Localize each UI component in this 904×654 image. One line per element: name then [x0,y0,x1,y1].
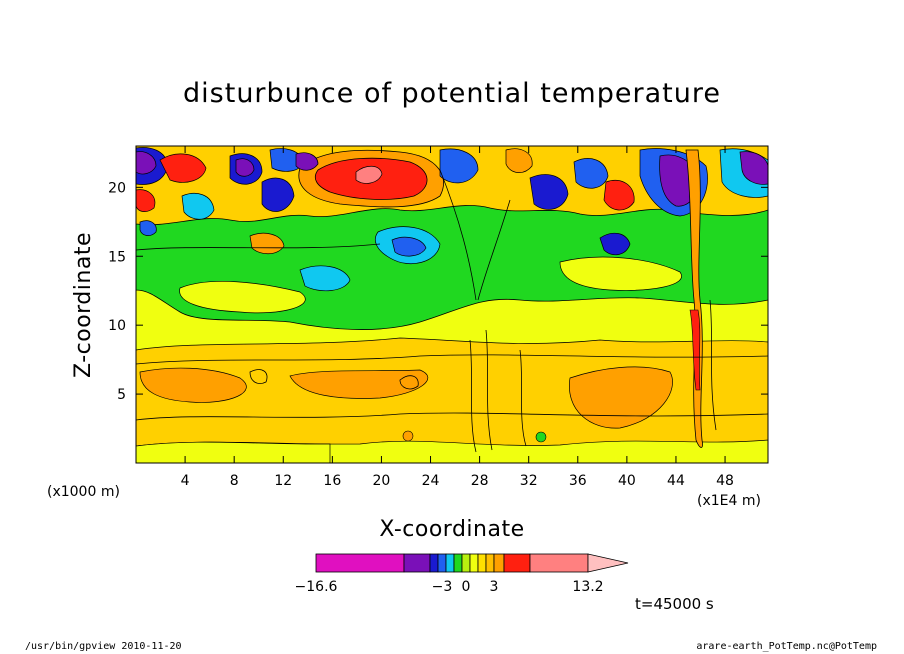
x-tick-label: 4 [181,473,190,489]
colorbar-segment-yellow-orange [477,553,487,573]
footer-right-text: arare-earth_PotTemp.nc@PotTemp [696,641,877,652]
x-tick-label: 32 [520,473,538,489]
time-label: t=45000 s [635,595,714,613]
colorbar: −16.6 −3 0 3 13.2 [295,553,629,595]
x-multiplier-label: (x1E4 m) [697,493,761,509]
x-axis-ticks: 4 8 12 16 20 24 28 32 36 40 44 48 [181,146,734,489]
x-tick-label: 40 [618,473,636,489]
heatmap-region-purple-c [235,158,255,177]
colorbar-segment-purple [403,553,431,573]
colorbar-segment-amber [485,553,495,573]
colorbar-mid-label-c: 3 [490,579,499,595]
heatmap-region-red-left [136,189,156,212]
x-tick-label: 20 [373,473,391,489]
heatmap-region-orange-mid [289,369,429,399]
colorbar-arrow [587,553,629,573]
heatmap-region-yellow-patch-a [179,281,306,314]
colorbar-segment-red [503,553,531,573]
chart-title: disturbunce of potential temperature [183,78,721,109]
heatmap-region-dot-b [535,431,547,443]
heatmap-region-cyan-a [299,265,351,292]
heatmap-region-yellow-patch-b [559,256,682,291]
heatmap-region-red-a [159,153,207,183]
heatmap-region-dot-a [402,430,414,442]
colorbar-segment-magenta [315,553,405,573]
colorbar-mid-label-a: −3 [432,579,453,595]
heatmap-region-blue-d [261,177,295,212]
heatmap-region-bottom-yellow [136,441,331,463]
heatmap-region-salmon-core [355,165,383,184]
heatmap-region-blue-b [391,236,427,257]
heatmap-region-blue-h [573,158,609,189]
x-tick-label: 8 [230,473,239,489]
x-tick-label: 48 [716,473,734,489]
colorbar-segment-blue-dark [429,553,439,573]
y-tick-label: 20 [108,180,126,196]
heatmap-region-cyan-l [181,193,215,220]
x-tick-label: 28 [471,473,489,489]
x-tick-label: 36 [569,473,587,489]
heatmap-region-purple-j [739,151,768,185]
y-tick-label: 5 [117,387,126,403]
footer-left-text: /usr/bin/gpview 2010-11-20 [25,641,182,652]
colorbar-max-label: 13.2 [572,579,603,595]
heatmap-region-purple-left [136,151,157,175]
colorbar-segment-orange [493,553,505,573]
heatmap-region-orange-right [569,366,673,429]
colorbar-min-label: −16.6 [295,579,338,595]
x-tick-label: 24 [422,473,440,489]
heatmap-plot-area [136,146,768,463]
colorbar-segment-cyan [445,553,455,573]
heatmap-region-blue-f [439,148,479,184]
x-tick-label: 12 [274,473,292,489]
heatmap-region-orange-k [505,148,533,173]
colorbar-segment-yellow [469,553,479,573]
x-axis-label: X-coordinate [379,517,524,542]
heatmap-region-orange-left [139,367,247,403]
plot-frame [135,145,769,464]
heatmap-region-blue-g [529,174,569,210]
heatmap-region-blue-l [139,220,157,236]
x-tick-label: 16 [323,473,341,489]
heatmap-region-red-h [603,179,635,211]
colorbar-segment-blue [437,553,447,573]
heatmap-region-purple-e [295,152,319,171]
y-axis-label: Z-coordinate [71,232,96,378]
colorbar-segment-green [453,553,463,573]
y-axis-ticks: 5 10 15 20 [108,180,768,403]
colorbar-segment-salmon [529,553,589,573]
y-tick-label: 10 [108,318,126,334]
colorbar-segment-yellow-green [461,553,471,573]
contour-lines [136,169,768,453]
x-tick-label: 44 [667,473,685,489]
heatmap-region-plume-core [689,309,701,391]
y-tick-label: 15 [108,249,126,265]
x-unit-label: (x1000 m) [47,484,120,500]
colorbar-mid-label-b: 0 [462,579,471,595]
heatmap-region-blue-k [599,232,631,256]
heatmap-region-orange-l [249,232,285,255]
